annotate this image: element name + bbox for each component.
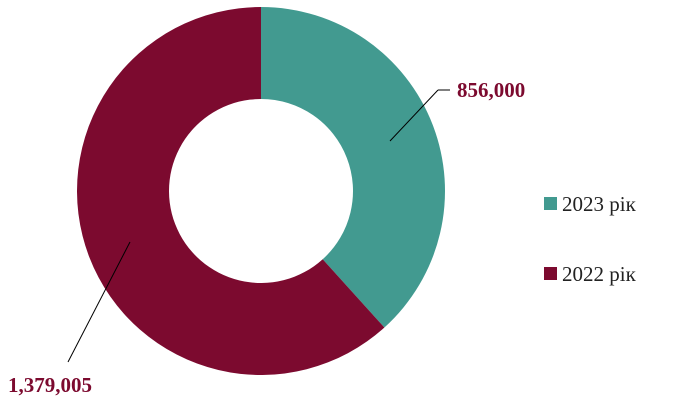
legend-item-2022: 2022 рік bbox=[544, 262, 637, 286]
donut-slice-2022-рік bbox=[77, 7, 385, 375]
legend-item-2023: 2023 рік bbox=[544, 192, 637, 216]
leader-line-2022 bbox=[67, 241, 131, 363]
legend-swatch-2023 bbox=[544, 197, 557, 210]
donut-slices bbox=[77, 7, 446, 375]
legend-swatch-2022 bbox=[544, 267, 557, 280]
value-label-2023: 856,000 bbox=[457, 78, 525, 102]
donut-slice-2023-рік bbox=[261, 7, 446, 328]
data-label-2022: 1,379,005 bbox=[8, 241, 131, 397]
legend-label-2023: 2023 рік bbox=[562, 192, 637, 216]
legend: 2023 рік 2022 рік bbox=[544, 192, 637, 286]
data-label-2023: 856,000 bbox=[389, 78, 525, 142]
legend-label-2022: 2022 рік bbox=[562, 262, 637, 286]
leader-line-2023 bbox=[389, 89, 439, 142]
value-label-2022: 1,379,005 bbox=[8, 373, 92, 397]
